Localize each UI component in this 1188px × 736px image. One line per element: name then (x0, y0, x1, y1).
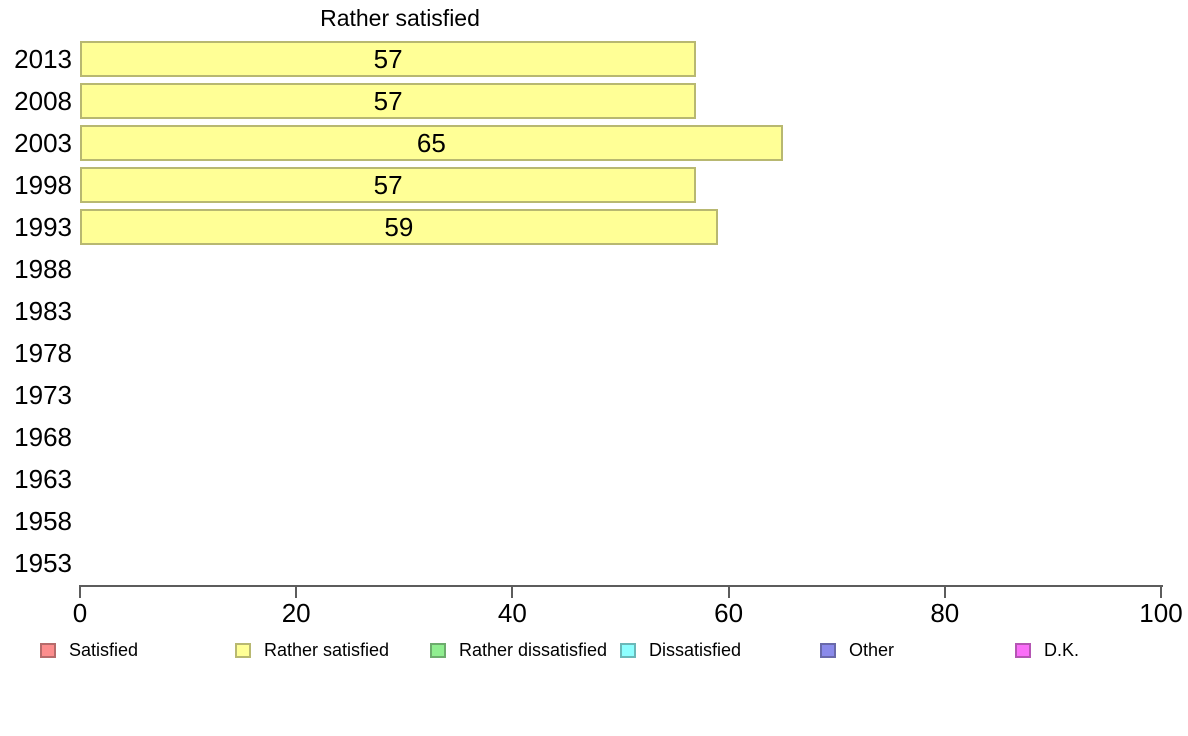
bar: 57 (80, 167, 697, 203)
chart-row: 1998 57 (0, 164, 1188, 206)
legend-swatch (620, 642, 636, 658)
y-axis-label: 1958 (14, 506, 72, 536)
legend-label: Other (849, 639, 895, 660)
legend-item: Rather satisfied (235, 639, 390, 660)
y-axis-label: 1983 (14, 296, 72, 326)
legend-swatch (1015, 642, 1031, 658)
chart-row: 1983 (0, 290, 1188, 332)
y-axis-label: 2003 (14, 128, 72, 158)
bar-value-label: 57 (373, 86, 403, 116)
legend-label: Dissatisfied (649, 639, 742, 660)
y-axis-label: 1988 (14, 254, 72, 284)
chart-row: 1958 (0, 500, 1188, 542)
x-axis-tick (79, 585, 81, 598)
legend-label: D.K. (1044, 639, 1080, 660)
bar-value-label: 65 (416, 128, 446, 158)
x-axis-tick-label: 40 (497, 598, 527, 628)
bar-value-label: 57 (373, 170, 403, 200)
legend-item: Other (820, 639, 895, 660)
y-axis-label: 1978 (14, 338, 72, 368)
x-axis-line (80, 585, 1163, 587)
y-axis-label: 2013 (14, 44, 72, 74)
legend-swatch (820, 642, 836, 658)
chart-row: 1988 (0, 248, 1188, 290)
y-axis-label: 1963 (14, 464, 72, 494)
chart-title: Rather satisfied (320, 5, 480, 31)
chart-row: 2003 65 (0, 122, 1188, 164)
chart-row: 1963 (0, 458, 1188, 500)
y-axis-label: 2008 (14, 86, 72, 116)
bar-value-label: 57 (373, 44, 403, 74)
x-axis-tick-label: 0 (72, 598, 88, 628)
x-axis-tick (295, 585, 298, 598)
x-axis-tick-label: 80 (930, 598, 960, 628)
legend-item: D.K. (1015, 639, 1080, 660)
bar: 59 (80, 209, 718, 245)
bar: 57 (80, 83, 697, 119)
y-axis-label: 1968 (14, 422, 72, 452)
legend-swatch (40, 642, 56, 658)
chart-row: 2008 57 (0, 80, 1188, 122)
x-axis-tick (511, 585, 514, 598)
chart-row: 2013 57 (0, 38, 1188, 80)
legend-swatch (235, 642, 251, 658)
legend-label: Rather satisfied (264, 639, 390, 660)
chart-row: 1978 (0, 332, 1188, 374)
x-axis-tick (727, 585, 730, 598)
bar: 65 (80, 125, 783, 161)
chart-row: 1973 (0, 374, 1188, 416)
chart-row: 1968 (0, 416, 1188, 458)
x-axis-tick (1160, 585, 1162, 598)
bar-value-label: 59 (384, 212, 414, 242)
bar: 57 (80, 41, 697, 77)
y-axis-label: 1953 (14, 548, 72, 578)
y-axis-label: 1993 (14, 212, 72, 242)
chart-row: 1993 59 (0, 206, 1188, 248)
legend-item: Rather dissatisfied (430, 639, 608, 660)
legend-label: Satisfied (69, 639, 139, 660)
legend-item: Dissatisfied (620, 639, 742, 660)
x-axis-tick-label: 20 (281, 598, 311, 628)
x-axis-tick (943, 585, 946, 598)
legend-swatch (430, 642, 446, 658)
x-axis-tick-label: 60 (714, 598, 744, 628)
y-axis-label: 1998 (14, 170, 72, 200)
x-axis-tick-label: 100 (1139, 598, 1183, 628)
chart-row: 1953 (0, 542, 1188, 584)
legend-item: Satisfied (40, 639, 139, 660)
legend-label: Rather dissatisfied (459, 639, 608, 660)
y-axis-label: 1973 (14, 380, 72, 410)
